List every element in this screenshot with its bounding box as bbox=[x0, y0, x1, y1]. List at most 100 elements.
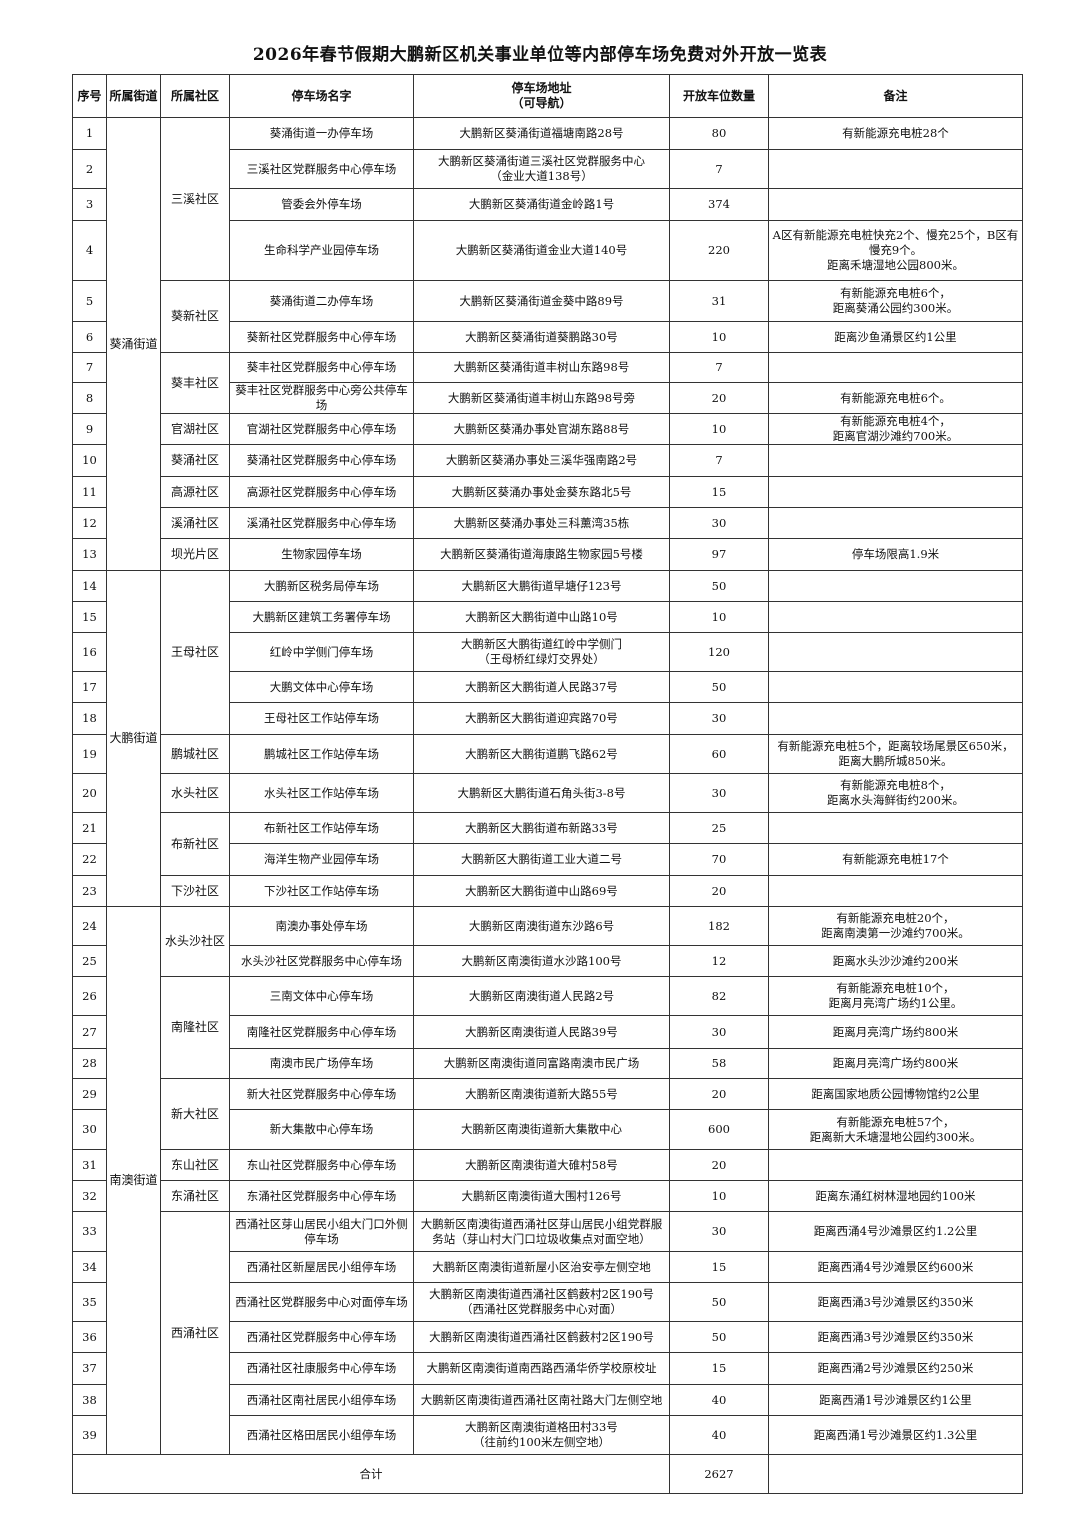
row-number: 15 bbox=[72, 601, 107, 633]
header-community: 所属社区 bbox=[160, 74, 230, 118]
row-number: 26 bbox=[72, 976, 107, 1016]
lot-spaces: 30 bbox=[669, 507, 769, 539]
lot-name: 大鹏新区税务局停车场 bbox=[229, 570, 414, 602]
lot-address: 大鹏新区南澳街道大围村126号 bbox=[413, 1180, 670, 1212]
row-number: 7 bbox=[72, 352, 107, 383]
row-number: 35 bbox=[72, 1282, 107, 1322]
lot-name: 南澳市民广场停车场 bbox=[229, 1048, 414, 1079]
community-cell: 东涌社区 bbox=[160, 1180, 230, 1212]
lot-spaces: 58 bbox=[669, 1048, 769, 1079]
community-cell: 三溪社区 bbox=[160, 117, 230, 281]
lot-address: 大鹏新区大鹏街道布新路33号 bbox=[413, 812, 670, 844]
lot-spaces: 50 bbox=[669, 671, 769, 703]
row-number: 39 bbox=[72, 1415, 107, 1455]
community-cell: 官湖社区 bbox=[160, 413, 230, 445]
lot-spaces: 12 bbox=[669, 945, 769, 977]
row-number: 33 bbox=[72, 1211, 107, 1252]
lot-address: 大鹏新区大鹏街道迎宾路70号 bbox=[413, 702, 670, 735]
lot-spaces: 50 bbox=[669, 570, 769, 602]
table-row: 36 西涌社区党群服务中心停车场 大鹏新区南澳街道西涌社区鹤薮村2区190号 50 距离… bbox=[72, 1321, 1023, 1353]
lot-spaces: 374 bbox=[669, 188, 769, 221]
lot-name: 溪涌社区党群服务中心停车场 bbox=[229, 507, 414, 539]
row-number: 25 bbox=[72, 945, 107, 977]
lot-address: 大鹏新区葵涌街道丰树山东路98号旁 bbox=[413, 382, 670, 414]
lot-name: 布新社区工作站停车场 bbox=[229, 812, 414, 844]
lot-name: 王母社区工作站停车场 bbox=[229, 702, 414, 735]
header-spaces: 开放车位数量 bbox=[669, 74, 769, 118]
lot-remark: 距离西涌3号沙滩景区约350米 bbox=[768, 1282, 1023, 1322]
table-row: 32 东涌社区 东涌社区党群服务中心停车场 大鹏新区南澳街道大围村126号 10 距离东涌… bbox=[72, 1180, 1023, 1212]
row-number: 29 bbox=[72, 1078, 107, 1110]
lot-address: 大鹏新区南澳街道南西路西涌华侨学校原校址 bbox=[413, 1352, 670, 1385]
community-cell: 布新社区 bbox=[160, 812, 230, 876]
table-row: 5 葵新社区 葵涌街道二办停车场 大鹏新区葵涌街道金葵中路89号 31 有新能源充电桩6个… bbox=[72, 280, 1023, 353]
community-cell: 南隆社区 bbox=[160, 976, 230, 1079]
lot-spaces: 20 bbox=[669, 1149, 769, 1181]
row-number: 24 bbox=[72, 906, 107, 946]
lot-name: 鹏城社区工作站停车场 bbox=[229, 734, 414, 774]
lot-spaces: 25 bbox=[669, 812, 769, 844]
row-number: 21 bbox=[72, 812, 107, 844]
lot-address: 大鹏新区葵涌办事处官湖东路88号 bbox=[413, 413, 670, 445]
community-cell: 葵丰社区 bbox=[160, 352, 230, 414]
lot-address: 大鹏新区南澳街道新大路55号 bbox=[413, 1078, 670, 1110]
row-number: 18 bbox=[72, 702, 107, 735]
lot-address: 大鹏新区葵涌街道金岭路1号 bbox=[413, 188, 670, 221]
lot-address: 大鹏新区葵涌办事处金葵东路北5号 bbox=[413, 476, 670, 508]
community-cell: 高源社区 bbox=[160, 476, 230, 508]
lot-remark: 有新能源充电桩4个， 距离官湖沙滩约700米。 bbox=[768, 413, 1023, 445]
lot-remark: 有新能源充电桩8个， 距离水头海鲜街约200米。 bbox=[768, 773, 1023, 813]
lot-spaces: 50 bbox=[669, 1321, 769, 1353]
lot-spaces: 30 bbox=[669, 1015, 769, 1049]
table-row: 18 王母社区工作站停车场 大鹏新区大鹏街道迎宾路70号 30 bbox=[72, 702, 1023, 735]
lot-remark: 有新能源充电桩57个， 距离新大禾塘湿地公园约300米。 bbox=[768, 1109, 1023, 1150]
table-row: 2 三溪社区党群服务中心停车场 大鹏新区葵涌街道三溪社区党群服务中心 （金业大道13… bbox=[72, 149, 1023, 189]
street-cell: 大鹏街道 bbox=[106, 570, 161, 907]
lot-name: 西涌社区南社居民小组停车场 bbox=[229, 1384, 414, 1416]
lot-remark bbox=[768, 812, 1023, 844]
lot-address: 大鹏新区南澳街道西涌社区鹤薮村2区190号 （西涌社区党群服务中心对面） bbox=[413, 1282, 670, 1322]
total-row: 合计 2627 bbox=[72, 1454, 1023, 1494]
lot-address: 大鹏新区大鹏街道鹏飞路62号 bbox=[413, 734, 670, 774]
lot-spaces: 10 bbox=[669, 601, 769, 633]
lot-spaces: 60 bbox=[669, 734, 769, 774]
lot-spaces: 15 bbox=[669, 476, 769, 508]
lot-remark bbox=[768, 188, 1023, 221]
lot-name: 下沙社区工作站停车场 bbox=[229, 875, 414, 907]
lot-remark bbox=[768, 570, 1023, 602]
lot-remark: 有新能源充电桩6个， 距离葵涌公园约300米。 bbox=[768, 280, 1023, 322]
lot-address: 大鹏新区南澳街道人民路2号 bbox=[413, 976, 670, 1016]
row-number: 22 bbox=[72, 843, 107, 876]
row-number: 14 bbox=[72, 570, 107, 602]
row-number: 13 bbox=[72, 538, 107, 571]
total-spaces: 2627 bbox=[669, 1454, 769, 1494]
lot-name: 葵涌街道二办停车场 bbox=[229, 280, 414, 322]
lot-spaces: 10 bbox=[669, 1180, 769, 1212]
lot-address: 大鹏新区大鹏街道人民路37号 bbox=[413, 671, 670, 703]
lot-name: 西涌社区芽山居民小组大门口外侧停车场 bbox=[229, 1211, 414, 1252]
lot-name: 高源社区党群服务中心停车场 bbox=[229, 476, 414, 508]
row-number: 10 bbox=[72, 444, 107, 477]
community-cell: 王母社区 bbox=[160, 570, 230, 735]
lot-spaces: 10 bbox=[669, 413, 769, 445]
lot-spaces: 20 bbox=[669, 1078, 769, 1110]
table-row: 24 南澳街道 水头沙社区 南澳办事处停车场 大鹏新区南澳街道东沙路6号 182 有新能源充… bbox=[72, 906, 1023, 1455]
table-row: 1 葵涌街道 三溪社区 葵涌街道一办停车场 大鹏新区葵涌街道福塘南路28号 80 有新能源充… bbox=[72, 117, 1023, 571]
community-cell: 水头社区 bbox=[160, 773, 230, 813]
row-number: 1 bbox=[72, 117, 107, 150]
lot-spaces: 40 bbox=[669, 1384, 769, 1416]
table-row: 29 新大社区 新大社区党群服务中心停车场 大鹏新区南澳街道新大路55号 20 距离国家地… bbox=[72, 1078, 1023, 1150]
lot-name: 海洋生物产业园停车场 bbox=[229, 843, 414, 876]
lot-remark bbox=[768, 352, 1023, 383]
table-row: 12 溪涌社区 溪涌社区党群服务中心停车场 大鹏新区葵涌办事处三科薰湾35栋 30 bbox=[72, 507, 1023, 539]
lot-name: 大鹏新区建筑工务署停车场 bbox=[229, 601, 414, 633]
lot-name: 红岭中学侧门停车场 bbox=[229, 632, 414, 672]
lot-remark bbox=[768, 444, 1023, 477]
row-number: 3 bbox=[72, 188, 107, 221]
lot-remark: 有新能源充电桩5个，距离较场尾景区650米， 距离大鹏所城850米。 bbox=[768, 734, 1023, 774]
lot-name: 葵丰社区党群服务中心旁公共停车场 bbox=[229, 382, 414, 414]
table-row: 15 大鹏新区建筑工务署停车场 大鹏新区大鹏街道中山路10号 10 bbox=[72, 601, 1023, 633]
lot-address: 大鹏新区南澳街道格田村33号 （往前约100米左侧空地） bbox=[413, 1415, 670, 1455]
lot-remark: 距离东涌红树林湿地园约100米 bbox=[768, 1180, 1023, 1212]
lot-spaces: 7 bbox=[669, 444, 769, 477]
